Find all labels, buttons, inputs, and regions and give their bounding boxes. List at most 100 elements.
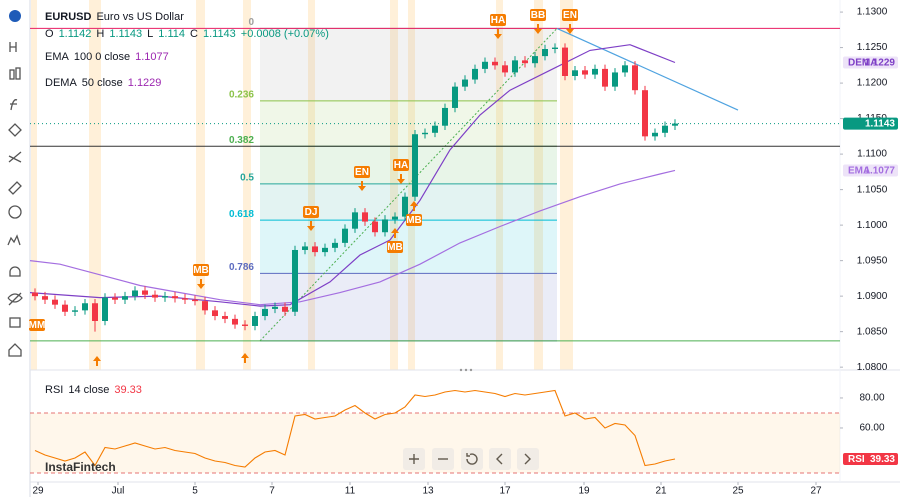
fib-label: 0.382	[229, 135, 254, 146]
handle-dot	[469, 368, 473, 372]
tool-icon[interactable]	[8, 205, 22, 219]
x-tick-label: 21	[655, 486, 667, 497]
signal-tag	[393, 159, 409, 171]
candle-body	[572, 70, 578, 76]
fib-zone	[260, 273, 557, 341]
rsi-row[interactable]: RSI 14 close 39.33	[45, 384, 142, 396]
indicator-params: 100 0 close	[73, 51, 131, 63]
tool-icon[interactable]	[7, 292, 23, 306]
candle-body	[452, 86, 458, 108]
pane-handle[interactable]	[459, 368, 473, 372]
candle-body	[262, 308, 268, 317]
candle-body	[482, 61, 488, 69]
tool-icon[interactable]	[8, 343, 22, 357]
tool-icon[interactable]	[7, 234, 21, 246]
signal-label: EN	[355, 167, 369, 178]
signal-tag	[29, 319, 45, 331]
candle-body	[672, 123, 678, 126]
tool-icon[interactable]	[9, 69, 15, 80]
candle-body	[122, 296, 128, 300]
symbol-description: Euro vs US Dollar	[96, 11, 184, 23]
change: +0.0008 (+0.07%)	[240, 28, 329, 40]
candle-body	[112, 297, 118, 300]
indicator-name: EMA	[45, 51, 69, 63]
indicator-row[interactable]: EMA 100 0 close 1.1077	[45, 51, 169, 63]
signal-tag	[490, 14, 506, 26]
tool-icon[interactable]	[8, 151, 22, 163]
candle-body	[142, 290, 148, 295]
candle-body	[662, 125, 668, 133]
fib-label: 0.236	[229, 89, 254, 100]
indicator-tag	[843, 56, 898, 69]
candle-body	[552, 47, 558, 50]
symbol-row: EURUSD Euro vs US Dollar	[45, 11, 184, 23]
signal-arrows	[93, 353, 249, 366]
fib-label: 0.5	[240, 173, 254, 184]
band	[496, 0, 503, 370]
signal-label: MB	[387, 242, 403, 253]
candle-body	[562, 47, 568, 76]
indicator-tag-value: 1.1077	[864, 166, 895, 177]
candle-body	[492, 61, 498, 66]
signal-arrow	[534, 24, 542, 34]
symbol: EURUSD	[45, 11, 92, 23]
signal-arrow	[410, 201, 418, 211]
x-tick-label: 7	[269, 486, 275, 497]
indicator-value: 1.1077	[135, 51, 169, 63]
candle-body	[352, 212, 358, 229]
y-tick-label: 1.1300	[857, 7, 888, 18]
y-tick-label: 1.0800	[857, 362, 888, 373]
rsi-line	[34, 389, 676, 468]
y-tick-label: 1.1250	[857, 42, 888, 53]
ohlc-label: H	[96, 28, 105, 40]
y-tick-label: 60.00	[859, 423, 884, 434]
candle-body	[282, 306, 288, 312]
candle-body	[472, 68, 478, 80]
logo	[9, 10, 21, 22]
signal-label: HA	[394, 160, 408, 171]
signal-tag	[354, 166, 370, 178]
tool-icon[interactable]	[9, 317, 21, 328]
candle-body	[382, 219, 388, 233]
indicator-line	[29, 169, 676, 306]
fib-label: 0	[248, 17, 254, 28]
x-tick-label: Jul	[112, 486, 125, 497]
x-tick-label: 25	[732, 486, 744, 497]
signal-arrow	[358, 181, 366, 191]
candle-body	[302, 246, 308, 250]
tool-icon[interactable]	[8, 123, 22, 137]
ohlc-value: 1.1143	[202, 28, 236, 40]
candle-body	[412, 134, 418, 197]
tool-icon[interactable]	[9, 266, 21, 277]
indicator-params: 14 close	[68, 384, 110, 396]
candle-body	[462, 79, 468, 87]
x-tick-label: 5	[192, 486, 198, 497]
tool-icon[interactable]	[15, 67, 21, 80]
candle-body	[322, 247, 328, 253]
band	[31, 0, 37, 370]
x-tick-label: 19	[578, 486, 590, 497]
arrow-up	[241, 353, 249, 363]
band	[390, 0, 398, 370]
candle-body	[132, 290, 138, 297]
fib-label: 0.618	[229, 209, 254, 220]
indicator-row[interactable]: DEMA 50 close 1.1229	[45, 77, 161, 89]
candle-body	[222, 316, 228, 319]
scroll-right[interactable]	[517, 448, 539, 470]
signal-arrow	[397, 174, 405, 184]
arrow-up	[93, 356, 101, 366]
signal-label: MM	[29, 320, 46, 331]
tool-icon[interactable]	[8, 181, 22, 195]
candle-body	[42, 296, 48, 300]
candle-body	[312, 246, 318, 253]
tool-icon[interactable]	[9, 42, 17, 52]
ohlc-value: 1.1143	[109, 28, 143, 40]
candle-body	[292, 249, 298, 312]
x-tick-label: 11	[345, 486, 356, 497]
candle-body	[442, 107, 448, 126]
tool-icon[interactable]	[10, 99, 18, 111]
signal-arrow	[307, 221, 315, 231]
nav-buttons	[403, 448, 539, 470]
scroll-left[interactable]	[489, 448, 511, 470]
